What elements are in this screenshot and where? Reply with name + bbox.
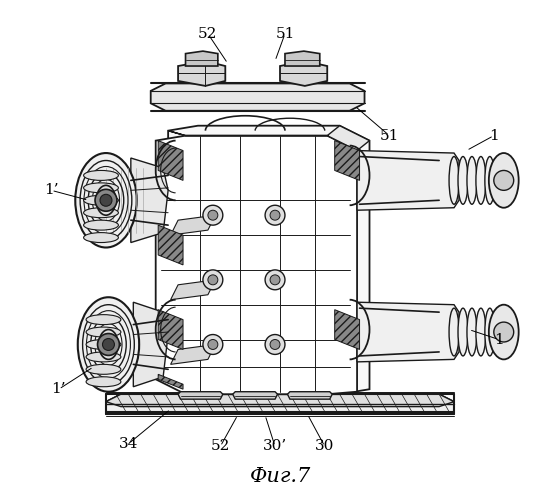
Circle shape — [203, 334, 223, 354]
Circle shape — [203, 205, 223, 225]
Ellipse shape — [485, 308, 495, 356]
Ellipse shape — [476, 308, 486, 356]
Ellipse shape — [83, 183, 118, 193]
Ellipse shape — [83, 232, 118, 242]
Circle shape — [208, 210, 218, 220]
Ellipse shape — [83, 208, 118, 218]
Text: 52: 52 — [211, 440, 230, 454]
Polygon shape — [171, 344, 216, 364]
Circle shape — [265, 334, 285, 354]
Text: 1: 1 — [494, 332, 503, 346]
Ellipse shape — [86, 377, 121, 386]
Polygon shape — [151, 84, 365, 111]
Polygon shape — [158, 310, 183, 350]
Circle shape — [270, 210, 280, 220]
Polygon shape — [168, 126, 370, 150]
Polygon shape — [158, 140, 183, 180]
Ellipse shape — [458, 156, 468, 204]
Ellipse shape — [86, 327, 121, 337]
Polygon shape — [178, 61, 225, 86]
Polygon shape — [335, 310, 360, 350]
Ellipse shape — [503, 308, 513, 356]
Polygon shape — [185, 51, 218, 66]
Ellipse shape — [83, 170, 118, 180]
Ellipse shape — [86, 340, 121, 349]
Ellipse shape — [86, 314, 121, 324]
Text: 51: 51 — [380, 128, 399, 142]
Text: 30’: 30’ — [263, 440, 287, 454]
Text: 51: 51 — [276, 26, 295, 40]
Ellipse shape — [489, 304, 519, 360]
Ellipse shape — [503, 156, 513, 204]
Text: 30: 30 — [315, 440, 334, 454]
Circle shape — [494, 170, 514, 190]
Circle shape — [270, 275, 280, 285]
Polygon shape — [131, 158, 168, 242]
Polygon shape — [280, 61, 327, 86]
Polygon shape — [287, 392, 332, 399]
Ellipse shape — [83, 220, 118, 230]
Polygon shape — [178, 392, 223, 399]
Polygon shape — [357, 302, 459, 362]
Polygon shape — [133, 302, 168, 386]
Ellipse shape — [86, 352, 121, 362]
Ellipse shape — [458, 308, 468, 356]
Circle shape — [97, 334, 119, 355]
Circle shape — [494, 322, 514, 342]
Circle shape — [100, 194, 112, 206]
Ellipse shape — [449, 156, 459, 204]
Polygon shape — [171, 215, 216, 235]
Ellipse shape — [467, 156, 477, 204]
Circle shape — [265, 205, 285, 225]
Polygon shape — [158, 374, 183, 389]
Polygon shape — [158, 225, 183, 265]
Circle shape — [265, 270, 285, 290]
Ellipse shape — [485, 156, 495, 204]
Ellipse shape — [494, 308, 504, 356]
Ellipse shape — [449, 308, 459, 356]
Polygon shape — [156, 136, 357, 394]
Polygon shape — [285, 51, 320, 66]
Text: 1’: 1’ — [52, 382, 66, 396]
Text: 34: 34 — [119, 437, 138, 451]
Ellipse shape — [476, 156, 486, 204]
Polygon shape — [106, 394, 454, 406]
Circle shape — [102, 338, 114, 350]
Text: 1’: 1’ — [44, 184, 59, 198]
Ellipse shape — [75, 153, 137, 248]
Polygon shape — [335, 140, 360, 180]
Ellipse shape — [78, 297, 139, 392]
Text: Фиг.7: Фиг.7 — [249, 466, 311, 485]
Ellipse shape — [489, 153, 519, 208]
Polygon shape — [106, 394, 454, 414]
Text: 52: 52 — [198, 26, 218, 40]
Circle shape — [95, 190, 117, 211]
Ellipse shape — [83, 196, 118, 205]
Polygon shape — [357, 150, 459, 210]
Circle shape — [208, 340, 218, 349]
Ellipse shape — [467, 308, 477, 356]
Circle shape — [208, 275, 218, 285]
Polygon shape — [233, 392, 278, 399]
Circle shape — [203, 270, 223, 290]
Ellipse shape — [86, 364, 121, 374]
Polygon shape — [168, 126, 370, 394]
Polygon shape — [171, 280, 216, 299]
Text: 1: 1 — [489, 128, 499, 142]
Circle shape — [270, 340, 280, 349]
Ellipse shape — [494, 156, 504, 204]
